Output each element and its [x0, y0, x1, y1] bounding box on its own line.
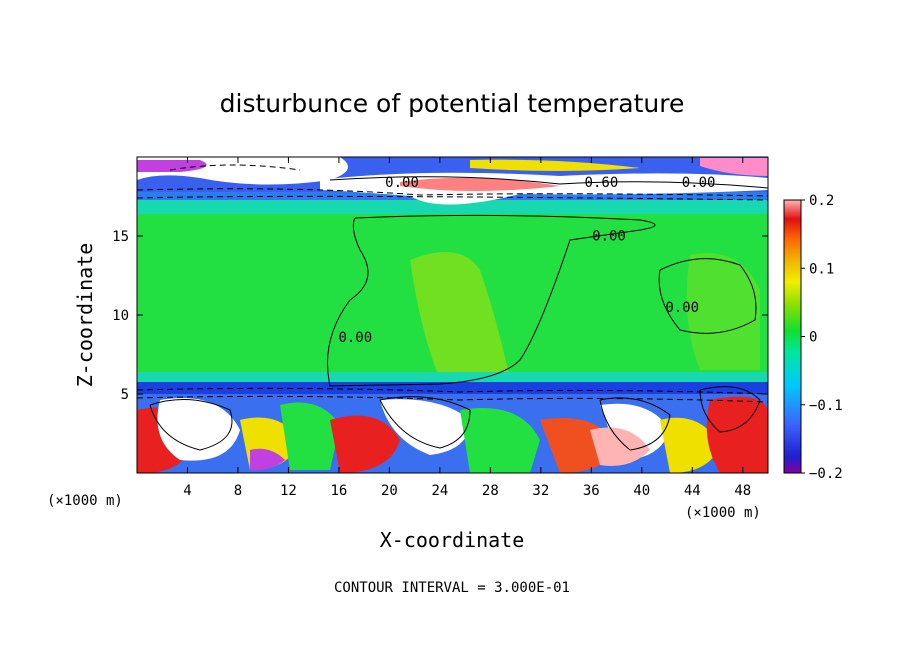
- mid-plume: [410, 252, 510, 380]
- contour-zero-right: [658, 258, 757, 334]
- x-axis-ticks: 4 8 12 16 20 24 28 32 36 40 44 48: [183, 157, 751, 499]
- colorbar-tick-label: 0: [809, 330, 817, 346]
- lower-pink-1: [590, 427, 650, 466]
- lower-layer-cyan: [137, 372, 768, 382]
- contour-label: 0.60: [585, 175, 619, 191]
- contour-labels: 0.00 0.60 0.00 0.00 0.00 0.00: [338, 175, 715, 346]
- contour-zero-upper: [329, 176, 768, 189]
- upper-band-cyan: [137, 200, 768, 214]
- contour-lower-3: [599, 397, 671, 451]
- x-axis-label: X-coordinate: [380, 528, 525, 552]
- upper-pink-accent: [700, 158, 768, 176]
- x-tick-label: 32: [532, 483, 549, 499]
- x-unit-label-left: (×1000 m): [47, 493, 123, 509]
- lower-yellow-2: [660, 417, 720, 473]
- contour-lower-dashed-1: [137, 387, 768, 395]
- upper-magenta-accent: [137, 160, 207, 172]
- contour-lower-1: [149, 399, 233, 451]
- lower-white-1: [157, 398, 240, 461]
- contour-label: 0.00: [592, 229, 626, 245]
- x-tick-label: 24: [431, 483, 448, 499]
- chart-title: disturbunce of potential temperature: [220, 89, 685, 118]
- x-tick-label: 4: [183, 483, 191, 499]
- contour-lower-dashed-2: [137, 395, 768, 403]
- y-axis-ticks: 5 10 15: [112, 229, 768, 403]
- x-unit-label-right: (×1000 m): [685, 505, 761, 521]
- contour-zero-mid: [327, 214, 656, 387]
- lower-magenta-1: [250, 448, 285, 471]
- colorbar-tick-label: −0.1: [809, 398, 843, 414]
- y-tick-label: 5: [121, 387, 129, 403]
- x-tick-label: 44: [684, 483, 701, 499]
- x-tick-label: 16: [330, 483, 347, 499]
- y-tick-label: 10: [112, 308, 129, 324]
- colorbar-tick-label: 0.2: [809, 193, 834, 209]
- contour-label: 0.00: [338, 330, 372, 346]
- heatmap-plot: [137, 157, 768, 473]
- colorbar-ticks: −0.2 −0.1 0 0.1 0.2: [801, 193, 843, 482]
- lower-green-1: [280, 402, 340, 470]
- colorbar-tick-label: −0.2: [809, 466, 843, 482]
- x-tick-label: 8: [234, 483, 242, 499]
- lower-white-2: [380, 399, 470, 455]
- x-tick-label: 20: [381, 483, 398, 499]
- x-tick-label: 12: [280, 483, 297, 499]
- mid-plume-2: [686, 253, 760, 370]
- upper-red-accent: [400, 177, 560, 191]
- x-tick-label: 48: [734, 483, 751, 499]
- contour-label: 0.00: [665, 300, 699, 316]
- y-axis-label: Z-coordinate: [73, 243, 97, 388]
- lower-red-2: [330, 415, 400, 473]
- lower-green-2: [460, 408, 540, 473]
- y-tick-label: 15: [112, 229, 129, 245]
- contour-upper-dashed-2: [137, 195, 768, 201]
- colorbar-tick-label: 0.1: [809, 261, 834, 277]
- upper-yellow-accent: [470, 159, 640, 171]
- contour-upper-dashed-3: [169, 164, 301, 171]
- contour-lower-4: [699, 386, 761, 433]
- contour-lower-2: [379, 396, 471, 449]
- contour-label: 0.00: [385, 175, 419, 191]
- lower-red-4: [706, 396, 768, 473]
- contour-label: 0.00: [682, 175, 716, 191]
- x-tick-label: 28: [482, 483, 499, 499]
- contour-upper-dashed-1: [137, 188, 768, 197]
- contour-interval-text: CONTOUR INTERVAL = 3.000E-01: [334, 580, 570, 596]
- x-tick-label: 40: [633, 483, 650, 499]
- colorbar: [783, 199, 802, 474]
- x-tick-label: 36: [583, 483, 600, 499]
